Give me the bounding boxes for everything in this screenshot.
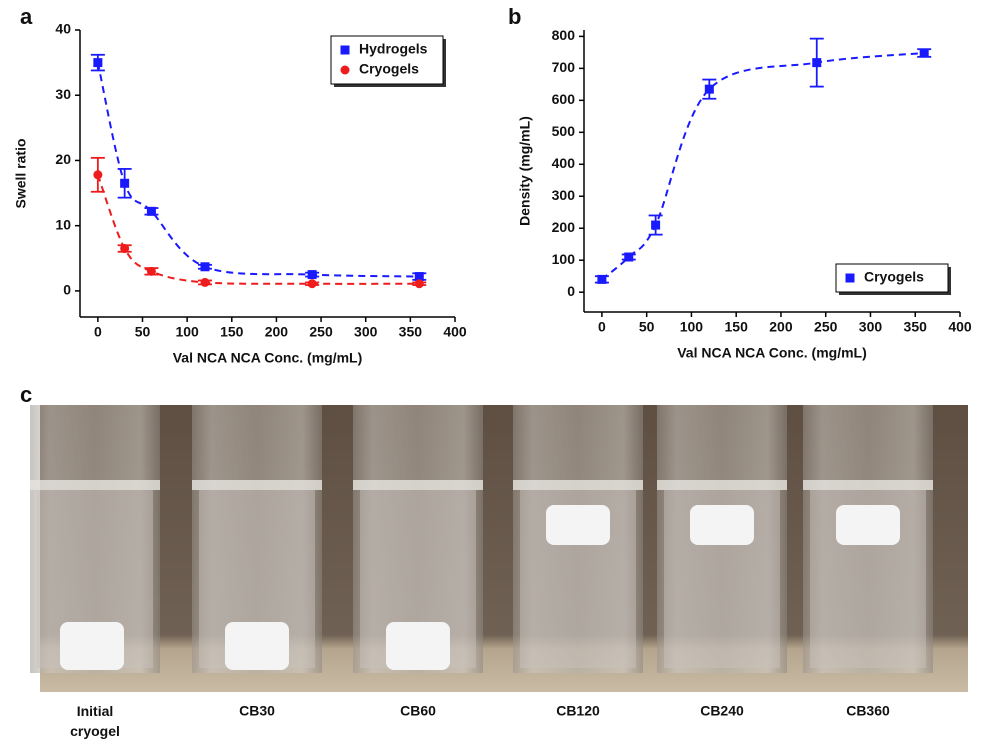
point [919,48,929,58]
point [704,84,714,94]
photo: Initial cryogel CB30 CB60 CB120 CB240 CB360 c [20,382,968,739]
x-tick-label: 350 [904,319,928,335]
x-tick-label: 350 [399,324,423,340]
panel-label: c [20,382,32,407]
point [414,279,424,289]
cryogel-piece [690,505,754,545]
y-tick-label: 30 [55,86,71,102]
y-tick-label: 300 [552,187,576,203]
x-tick-label: 150 [725,319,749,335]
panel-label: a [20,4,33,29]
y-tick-label: 20 [55,151,71,167]
vial-label: CB120 [556,703,600,719]
y-tick-label: 0 [63,282,71,298]
x-tick-label: 100 [175,324,199,340]
y-tick-label: 500 [552,123,576,139]
x-tick-label: 200 [769,319,793,335]
vial-label: CB360 [846,703,890,719]
point [93,58,103,68]
legend-label: Cryogels [359,61,419,77]
vial-label: CB240 [700,703,744,719]
x-tick-label: 200 [265,324,289,340]
point [120,178,130,188]
cryogel-piece [225,622,289,670]
legend-marker [845,273,855,283]
y-axis-title: Swell ratio [13,138,29,208]
vial-rim [192,480,322,490]
point [597,274,607,284]
y-tick-label: 200 [552,219,576,235]
legend-label: Hydrogels [359,41,428,57]
vial-rim [657,480,787,490]
point [307,270,317,280]
x-tick-label: 250 [814,319,838,335]
point [146,266,156,276]
cryogel-piece [836,505,900,545]
x-axis-title: Val NCA NCA Conc. (mg/mL) [173,350,363,366]
x-tick-label: 300 [354,324,378,340]
point [624,252,634,262]
y-tick-label: 100 [552,251,576,267]
vial-rim [30,480,160,490]
y-tick-label: 400 [552,155,576,171]
x-tick-label: 250 [309,324,333,340]
point [146,206,156,216]
x-tick-label: 100 [680,319,704,335]
point [200,277,210,287]
vial-rim [803,480,933,490]
y-axis-title: Density (mg/mL) [517,116,533,226]
panel-label: b [508,4,521,29]
legend-box [835,263,949,293]
y-tick-label: 40 [55,21,71,37]
legend-label: Cryogels [864,269,924,285]
x-tick-label: 300 [859,319,883,335]
legend-box [330,35,444,85]
cryogel-piece [546,505,610,545]
x-tick-label: 150 [220,324,244,340]
trend-curve [601,52,925,281]
x-tick-label: 0 [94,324,102,340]
vial-rim [513,480,643,490]
y-tick-label: 800 [552,27,576,43]
trend-curve [96,62,420,278]
legend-marker [340,65,350,75]
vial-label: Initial cryogel [70,703,120,739]
legend-marker [340,45,350,55]
y-tick-label: 10 [55,216,71,232]
point [651,220,661,230]
vial-label: CB60 [400,703,436,719]
y-tick-label: 600 [552,91,576,107]
point [812,58,822,68]
x-tick-label: 50 [135,324,151,340]
cryogel-piece [60,622,124,670]
point [120,244,130,254]
cryogel-piece [386,622,450,670]
vial-label: CB30 [239,703,275,719]
y-tick-label: 0 [567,283,575,299]
point [414,272,424,282]
point [93,170,103,180]
x-axis-title: Val NCA NCA Conc. (mg/mL) [677,345,867,361]
point [200,262,210,272]
y-tick-label: 700 [552,59,576,75]
x-tick-label: 400 [948,319,972,335]
x-tick-label: 50 [639,319,655,335]
x-tick-label: 400 [443,324,467,340]
point [307,279,317,289]
x-tick-label: 0 [598,319,606,335]
vial-rim [353,480,483,490]
